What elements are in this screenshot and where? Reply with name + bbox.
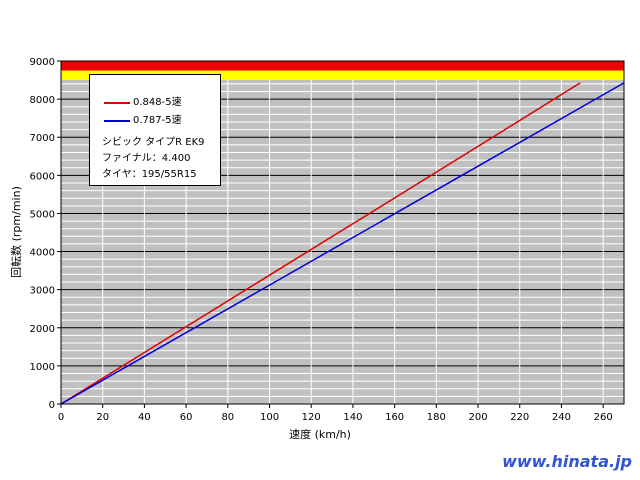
y-tick-label: 7000 — [30, 133, 55, 144]
legend-swatch-blue — [104, 120, 130, 122]
y-tick-label: 9000 — [30, 57, 55, 68]
legend-swatch-red — [104, 102, 130, 104]
watermark: www.hinata.jp — [502, 452, 632, 471]
yellow-zone-band — [61, 70, 624, 81]
x-tick-label: 40 — [138, 412, 151, 423]
x-tick-label: 120 — [302, 412, 321, 423]
x-tick-label: 180 — [427, 412, 446, 423]
red-zone-band — [61, 61, 624, 71]
x-tick-label: 80 — [221, 412, 234, 423]
y-axis-title: 回転数 (rpm/min) — [10, 186, 23, 278]
grid-lines — [61, 60, 624, 404]
legend-label: 0.787-5速 — [133, 115, 182, 126]
legend-item-0787: 0.787-5速 — [104, 115, 182, 127]
x-tick-label: 240 — [552, 412, 571, 423]
y-tick-label: 6000 — [30, 171, 55, 182]
legend: 0.848-5速 0.787-5速 シビック タイプR EK9 ファイナル：4.… — [89, 74, 221, 186]
legend-label: 0.848-5速 — [133, 97, 182, 108]
y-tick-label: 4000 — [30, 248, 55, 259]
series-line-0 — [60, 82, 581, 405]
x-tick-label: 20 — [96, 412, 109, 423]
x-tick-label: 60 — [180, 412, 193, 423]
y-tick-label: 2000 — [30, 324, 55, 335]
x-axis-title: 速度 (km/h) — [289, 427, 351, 441]
legend-item-0848: 0.848-5速 — [104, 97, 182, 109]
series-lines — [60, 82, 625, 405]
y-tick-label: 0 — [49, 400, 55, 411]
x-tick-label: 160 — [385, 412, 404, 423]
x-tick-label: 200 — [468, 412, 487, 423]
x-tick-label: 260 — [594, 412, 613, 423]
car-model-label: シビック タイプR EK9 — [102, 137, 205, 148]
y-tick-label: 3000 — [30, 286, 55, 297]
x-tick-label: 220 — [510, 412, 529, 423]
x-tick-label: 140 — [343, 412, 362, 423]
y-tick-label: 5000 — [30, 209, 55, 220]
y-tick-label: 1000 — [30, 362, 55, 373]
axes: 0 1000 2000 3000 4000 5000 6000 7000 8000 9000 0 20… — [30, 57, 625, 423]
tire-size-label: タイヤ：195/55R15 — [102, 169, 197, 180]
x-tick-label: 100 — [260, 412, 279, 423]
y-tick-label: 8000 — [30, 95, 55, 106]
series-line-1 — [60, 82, 625, 405]
final-ratio-label: ファイナル：4.400 — [102, 153, 191, 164]
x-tick-label: 0 — [58, 412, 64, 423]
